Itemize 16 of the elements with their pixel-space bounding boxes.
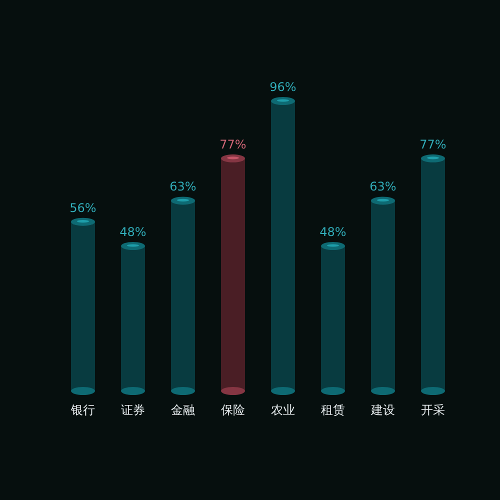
data-label: 48%	[320, 225, 346, 239]
x-tick-label: 金融	[171, 403, 195, 417]
x-tick-label: 建设	[370, 403, 395, 417]
data-label: 77%	[420, 137, 446, 152]
data-label: 96%	[270, 80, 296, 94]
data-label: 63%	[170, 180, 196, 194]
x-tick-label: 租赁	[321, 403, 345, 417]
data-label: 63%	[370, 180, 396, 194]
x-tick-label: 开采	[421, 403, 445, 417]
x-tick-label: 农业	[271, 403, 295, 417]
data-label: 56%	[70, 200, 96, 215]
data-label: 77%	[220, 137, 246, 152]
x-tick-label: 保险	[221, 403, 245, 417]
data-label: 48%	[120, 225, 146, 239]
x-tick-label: 证券	[121, 403, 145, 417]
x-tick-label: 银行	[70, 403, 95, 417]
